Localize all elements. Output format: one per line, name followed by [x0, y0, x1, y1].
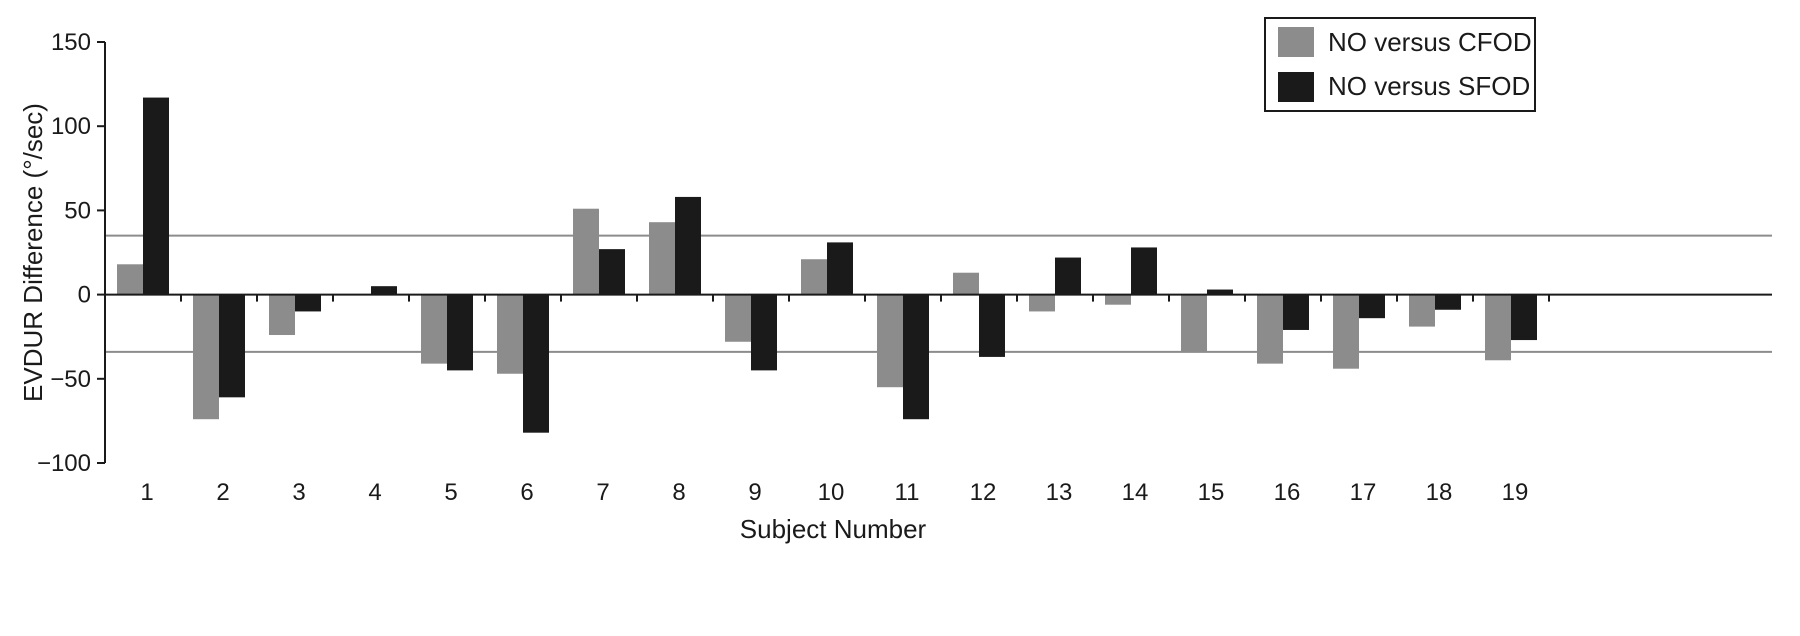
bar-sfod-subject-8	[675, 196, 701, 295]
bar-cfod-subject-12	[953, 272, 979, 295]
bar-cfod-subject-16	[1257, 294, 1283, 364]
x-tick-label: 19	[1502, 479, 1529, 506]
bar-cfod-subject-9	[725, 294, 751, 342]
x-tick-label: 14	[1122, 479, 1149, 506]
x-tick-label: 16	[1274, 479, 1301, 506]
bar-cfod-subject-14	[1105, 294, 1131, 305]
x-tick-label: 11	[895, 479, 920, 506]
legend-swatch-sfod	[1278, 72, 1314, 102]
bars	[117, 97, 1537, 433]
y-axis-title: EVDUR Difference (°/sec)	[18, 103, 48, 402]
bar-sfod-subject-9	[751, 294, 777, 371]
x-tick-label: 15	[1198, 479, 1225, 506]
bar-sfod-subject-1	[143, 97, 169, 295]
bar-cfod-subject-7	[573, 208, 599, 295]
x-tick-label: 5	[444, 479, 457, 506]
bar-sfod-subject-7	[599, 249, 625, 295]
bar-cfod-subject-15	[1181, 294, 1207, 352]
bar-cfod-subject-19	[1485, 294, 1511, 361]
bar-cfod-subject-13	[1029, 294, 1055, 312]
bar-sfod-subject-19	[1511, 294, 1537, 341]
legend-swatch-cfod	[1278, 27, 1314, 57]
x-tick-label: 18	[1426, 479, 1453, 506]
bar-cfod-subject-1	[117, 264, 143, 295]
bar-sfod-subject-10	[827, 242, 853, 295]
y-tick-label: 50	[64, 197, 91, 224]
legend-label-cfod: NO versus CFOD	[1328, 27, 1532, 57]
bar-cfod-subject-11	[877, 294, 903, 388]
x-tick-label: 9	[748, 479, 761, 506]
y-tick-label: 150	[51, 29, 91, 56]
bar-sfod-subject-17	[1359, 294, 1385, 319]
bar-cfod-subject-17	[1333, 294, 1359, 369]
bar-sfod-subject-18	[1435, 294, 1461, 310]
bar-sfod-subject-14	[1131, 247, 1157, 295]
bar-sfod-subject-13	[1055, 257, 1081, 295]
x-tick-label: 1	[140, 479, 153, 506]
bar-sfod-subject-15	[1207, 289, 1233, 295]
x-tick-label: 2	[216, 479, 229, 506]
bar-cfod-subject-5	[421, 294, 447, 364]
x-tick-label: 6	[520, 479, 533, 506]
bar-sfod-subject-2	[219, 294, 245, 398]
bar-sfod-subject-5	[447, 294, 473, 371]
y-tick-label: −50	[50, 366, 91, 393]
x-tick-label: 12	[970, 479, 997, 506]
x-axis-title: Subject Number	[740, 514, 927, 544]
bar-cfod-subject-10	[801, 259, 827, 295]
legend: NO versus CFOD NO versus SFOD	[1264, 17, 1536, 112]
y-tick-label: −100	[37, 450, 91, 477]
axes	[104, 42, 1772, 463]
x-tick-label: 8	[672, 479, 685, 506]
bar-cfod-subject-18	[1409, 294, 1435, 327]
x-axis-ticks: 1 2 3 4 5 6 7 8 9 10 11 12 13 14 15 16 17 18 19	[140, 294, 1550, 506]
bar-cfod-subject-3	[269, 294, 295, 336]
bar-sfod-subject-11	[903, 294, 929, 420]
bar-sfod-subject-4	[371, 286, 397, 295]
x-tick-label: 3	[292, 479, 305, 506]
x-tick-label: 4	[368, 479, 381, 506]
bar-cfod-subject-6	[497, 294, 523, 374]
bar-sfod-subject-3	[295, 294, 321, 312]
bar-cfod-subject-2	[193, 294, 219, 420]
y-axis-ticks: −100 −50 0 50 100 150	[37, 29, 105, 477]
bar-cfod-subject-8	[649, 222, 675, 295]
x-tick-label: 10	[818, 479, 845, 506]
y-tick-label: 100	[51, 113, 91, 140]
x-tick-label: 13	[1046, 479, 1073, 506]
y-tick-label: 0	[78, 282, 91, 309]
bar-sfod-subject-16	[1283, 294, 1309, 330]
x-tick-label: 7	[596, 479, 609, 506]
x-tick-label: 17	[1350, 479, 1377, 506]
bar-sfod-subject-12	[979, 294, 1005, 357]
bar-sfod-subject-6	[523, 294, 549, 433]
legend-label-sfod: NO versus SFOD	[1328, 71, 1530, 101]
